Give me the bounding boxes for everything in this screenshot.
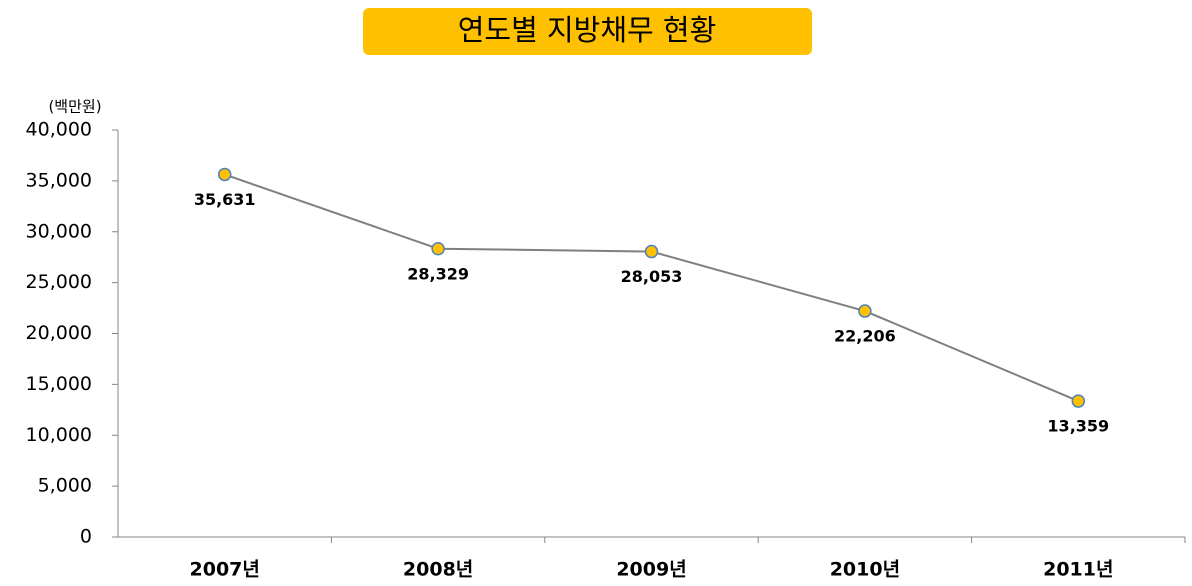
title-box	[363, 8, 812, 55]
y-tick-label: 15,000	[26, 373, 92, 395]
y-tick-label: 25,000	[26, 271, 92, 293]
y-tick-label: 30,000	[26, 220, 92, 242]
marker	[644, 244, 659, 259]
data-label: 35,631	[194, 190, 256, 209]
line	[224, 173, 1079, 402]
chart-title: 연도별 지방채무 현황	[458, 13, 717, 47]
y-tick-label: 5,000	[38, 475, 92, 497]
y-tick-label: 0	[80, 526, 92, 548]
data-label: 28,329	[407, 264, 469, 283]
y-tick-label: 10,000	[26, 424, 92, 446]
y-tick-label: 40,000	[26, 119, 92, 141]
y-tick-label: 20,000	[26, 322, 92, 344]
x-tick-label: 2007년	[190, 559, 260, 581]
marker	[217, 167, 232, 182]
data-label: 28,053	[621, 267, 683, 286]
x-tick-label: 2008년	[403, 559, 473, 581]
marker	[431, 242, 445, 256]
data-label: 13,359	[1047, 417, 1109, 436]
y-tick-label: 35,000	[26, 169, 92, 191]
marker	[858, 304, 872, 318]
x-tick-label: 2011년	[1043, 559, 1113, 581]
x-tick-label: 2010년	[830, 559, 900, 581]
marker	[1071, 394, 1086, 408]
y-unit: (백만원)	[48, 98, 101, 116]
data-label: 22,206	[834, 327, 896, 346]
x-tick-label: 2009년	[616, 559, 686, 581]
